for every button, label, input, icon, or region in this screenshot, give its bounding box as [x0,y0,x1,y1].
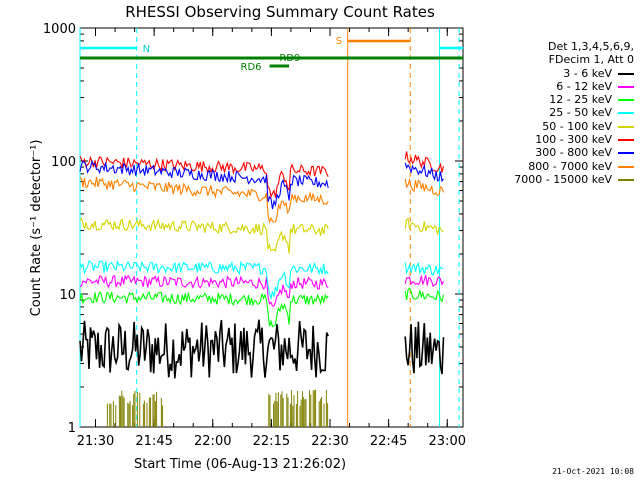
x-tick-label: 22:30 [311,434,348,449]
y-tick-label: 10 [59,288,76,303]
y-axis-label: Count Rate (s⁻¹ detector⁻¹) [29,140,44,317]
rd9-label: RD9 [279,53,300,64]
chart-title: RHESSI Observing Summary Count Rates [125,3,435,21]
series-25-50kev-kev-line [79,259,329,301]
legend-swatch [618,72,634,75]
legend-entry: 12 - 25 keV [468,93,634,106]
legend-entry: 50 - 100 keV [468,120,634,133]
legend-label: 50 - 100 keV [542,119,612,133]
x-tick-label: 22:15 [253,434,290,449]
x-tick-label: 23:00 [429,434,466,449]
legend-label: 6 - 12 keV [556,79,612,93]
series-800-7000kev-kev-line [79,176,329,224]
legend-swatch [618,139,634,142]
legend-swatch [618,99,634,102]
series-25-50kev-kev-line [404,261,444,276]
legend-swatch [618,112,634,115]
x-tick-label: 22:00 [194,434,231,449]
series-6-12kev-kev-line [79,274,329,307]
rd6-label: RD6 [241,62,262,73]
series-12-25kev-kev-line [404,287,445,303]
legend-entry: 300 - 800 keV [468,146,634,159]
legend-label: 12 - 25 keV [549,93,612,107]
legend-label: 3 - 6 keV [563,66,612,80]
x-tick-label: 21:45 [135,434,172,449]
x-tick-label: 21:30 [77,434,114,449]
saa-label: S [336,36,342,47]
series-800-7000kev-kev-line [404,177,445,197]
series-300-800kev-kev-line [404,162,444,183]
series-12-25kev-kev-line [79,290,329,328]
series-50-100kev-kev-line [404,217,444,235]
legend-swatch [618,85,634,88]
legend-entry: 25 - 50 keV [468,106,634,119]
series-3-6kev-kev-line [404,321,445,375]
legend-label: 25 - 50 keV [549,106,612,120]
series-50-100kev-kev-line [79,217,329,254]
night-label: N [143,44,150,55]
series-100-300kev-kev-line [79,155,329,199]
y-tick-label: 1 [68,421,76,436]
legend-swatch [618,152,634,155]
legend: Det 1,3,4,5,6,9, FDecim 1, Att 0 3 - 6 k… [468,40,634,186]
legend-label: 100 - 300 keV [535,133,612,147]
legend-header-line-2: FDecim 1, Att 0 [548,53,634,67]
legend-swatch [618,165,634,168]
x-tick-label: 22:45 [370,434,407,449]
series-3-6kev-kev-line [79,319,329,379]
x-axis-label: Start Time (06-Aug-13 21:26:02) [134,457,346,472]
legend-label: 800 - 7000 keV [528,159,612,173]
legend-swatch [618,125,634,128]
y-tick-label: 1000 [43,22,76,37]
series-6-12kev-kev-line [404,274,444,288]
legend-header-line-1: Det 1,3,4,5,6,9, [547,40,634,53]
y-tick-label: 100 [51,155,76,170]
legend-label: 300 - 800 keV [535,146,612,160]
legend-label: 7000 - 15000 keV [514,172,612,186]
legend-swatch [618,178,634,181]
series-300-800kev-kev-line [79,159,329,210]
plot-area: 1 10 100 1000 21:30 21:45 22:00 22:15 22:30 22:45… [43,22,466,449]
legend-entry: 100 - 300 keV [468,133,634,146]
legend-entry: 800 - 7000 keV [468,160,634,173]
timestamp: 21-Oct-2021 10:08 [552,467,634,476]
legend-entry: 7000 - 15000 keV [468,173,634,186]
legend-entry: 3 - 6 keV [468,67,634,80]
legend-entry: 6 - 12 keV [468,80,634,93]
